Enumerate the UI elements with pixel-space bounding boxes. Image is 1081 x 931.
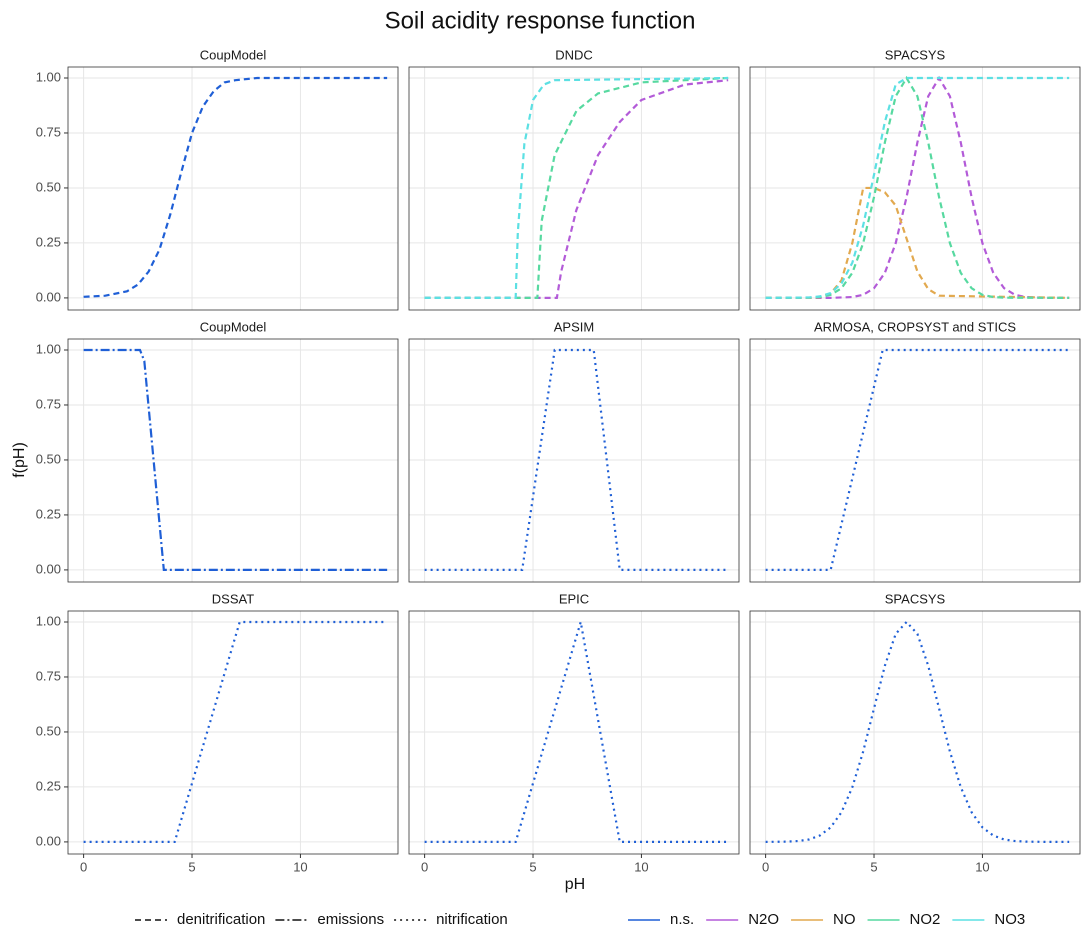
series-line — [765, 348, 1070, 571]
panel-border — [408, 338, 740, 583]
series-line — [83, 76, 388, 298]
series-line — [424, 621, 729, 843]
legend-label: N2O — [748, 911, 779, 928]
x-tick-label: 10 — [975, 859, 989, 874]
series-line — [424, 76, 729, 299]
panel-title: DSSAT — [212, 591, 254, 606]
x-tick-label: 10 — [293, 859, 307, 874]
panel-plot — [765, 348, 1070, 571]
legend-label: NO2 — [910, 911, 941, 928]
panel-title: SPACSYS — [885, 591, 946, 606]
legend-label: n.s. — [670, 911, 694, 928]
panel-plot — [424, 621, 729, 843]
y-tick-label: 1.00 — [36, 69, 61, 84]
panel-plot — [83, 76, 388, 298]
panel-plot — [765, 620, 1070, 843]
panel-border — [749, 610, 1081, 855]
series-line — [83, 348, 388, 571]
y-tick-label: 0.50 — [36, 179, 61, 194]
series-line — [424, 79, 729, 299]
y-tick-label: 1.00 — [36, 613, 61, 628]
panel-border — [67, 610, 399, 855]
legend-label: denitrification — [177, 911, 265, 928]
panel-title: EPIC — [559, 591, 589, 606]
y-tick-label: 0.00 — [36, 561, 61, 576]
y-tick-label: 0.50 — [36, 723, 61, 738]
panel-border — [749, 66, 1081, 311]
panel-title: APSIM — [554, 319, 594, 334]
panel-plot — [83, 348, 388, 571]
legend-label: NO — [833, 911, 856, 928]
series-line — [83, 620, 388, 843]
panel-title: CoupModel — [200, 319, 267, 334]
series-line — [765, 75, 1070, 299]
y-tick-label: 0.25 — [36, 506, 61, 521]
panel-plot — [765, 75, 1070, 299]
panel-title: ARMOSA, CROPSYST and STICS — [814, 319, 1016, 334]
panel-border — [749, 338, 1081, 583]
x-tick-label: 5 — [870, 859, 877, 874]
series-line — [765, 620, 1070, 843]
x-axis-label: pH — [565, 876, 585, 893]
chart-title: Soil acidity response function — [385, 7, 696, 34]
x-tick-label: 10 — [634, 859, 648, 874]
panel-border — [67, 66, 399, 311]
y-tick-label: 0.75 — [36, 124, 61, 139]
y-tick-label: 0.50 — [36, 451, 61, 466]
y-tick-label: 1.00 — [36, 341, 61, 356]
x-tick-label: 5 — [529, 859, 536, 874]
panel-title: CoupModel — [200, 47, 267, 62]
y-tick-label: 0.25 — [36, 778, 61, 793]
panel-title: DNDC — [555, 47, 593, 62]
series-line — [424, 76, 729, 299]
y-tick-label: 0.75 — [36, 668, 61, 683]
panel-plot — [83, 620, 388, 843]
series-line — [765, 186, 1070, 299]
legend-label: emissions — [317, 911, 384, 928]
legend-label: nitrification — [436, 911, 508, 928]
x-tick-label: 0 — [762, 859, 769, 874]
x-tick-label: 0 — [421, 859, 428, 874]
series-line — [765, 76, 1070, 299]
y-tick-label: 0.25 — [36, 234, 61, 249]
panel-plot — [424, 76, 729, 299]
panel-title: SPACSYS — [885, 47, 946, 62]
x-tick-label: 0 — [80, 859, 87, 874]
panel-border — [408, 66, 740, 311]
panel-border — [408, 610, 740, 855]
y-tick-label: 0.00 — [36, 833, 61, 848]
y-axis-label: f(pH) — [11, 442, 28, 478]
y-tick-label: 0.75 — [36, 396, 61, 411]
x-tick-label: 5 — [188, 859, 195, 874]
y-tick-label: 0.00 — [36, 289, 61, 304]
legend-label: NO3 — [994, 911, 1025, 928]
panel-border — [67, 338, 399, 583]
